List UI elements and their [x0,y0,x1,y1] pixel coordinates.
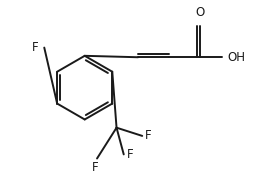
Text: F: F [92,161,98,174]
Text: F: F [145,129,152,142]
Text: O: O [196,6,205,19]
Text: F: F [31,41,38,54]
Text: F: F [127,148,133,161]
Text: OH: OH [228,51,245,64]
